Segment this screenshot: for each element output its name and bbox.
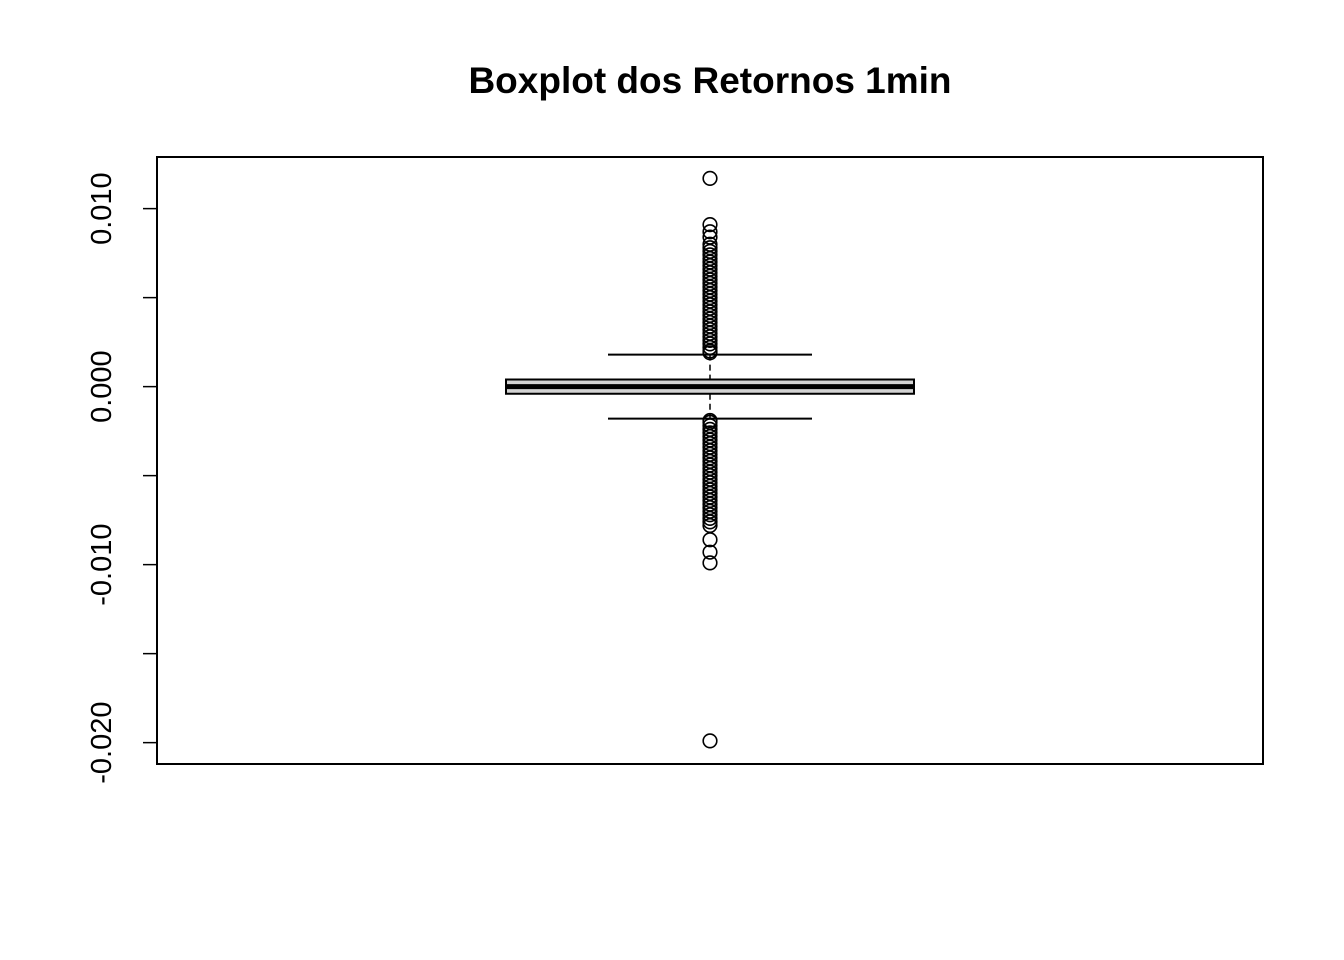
outlier-point	[702, 532, 718, 548]
outlier-point	[702, 332, 718, 348]
outlier-point	[702, 345, 718, 361]
outlier-points	[702, 170, 718, 749]
box-plot	[505, 353, 915, 420]
outlier-point	[702, 733, 718, 749]
outlier-point	[702, 544, 718, 560]
outlier-point	[702, 514, 718, 530]
outlier-point	[702, 339, 718, 356]
outlier-point	[702, 507, 718, 523]
outlier-point	[702, 217, 718, 233]
outlier-point	[702, 555, 718, 571]
outlier-point	[702, 510, 718, 526]
y-tick-label: 0.000	[86, 350, 118, 423]
outlier-point	[702, 224, 718, 240]
chart-title: Boxplot dos Retornos 1min	[468, 60, 951, 101]
outlier-point	[702, 336, 718, 352]
y-axis: -0.020 -0.010 0.000 0.010	[86, 172, 158, 784]
y-tick-label: -0.010	[86, 524, 118, 606]
y-tick-label: 0.010	[86, 172, 118, 245]
outlier-point	[702, 170, 718, 186]
y-tick-label: -0.020	[86, 702, 118, 784]
